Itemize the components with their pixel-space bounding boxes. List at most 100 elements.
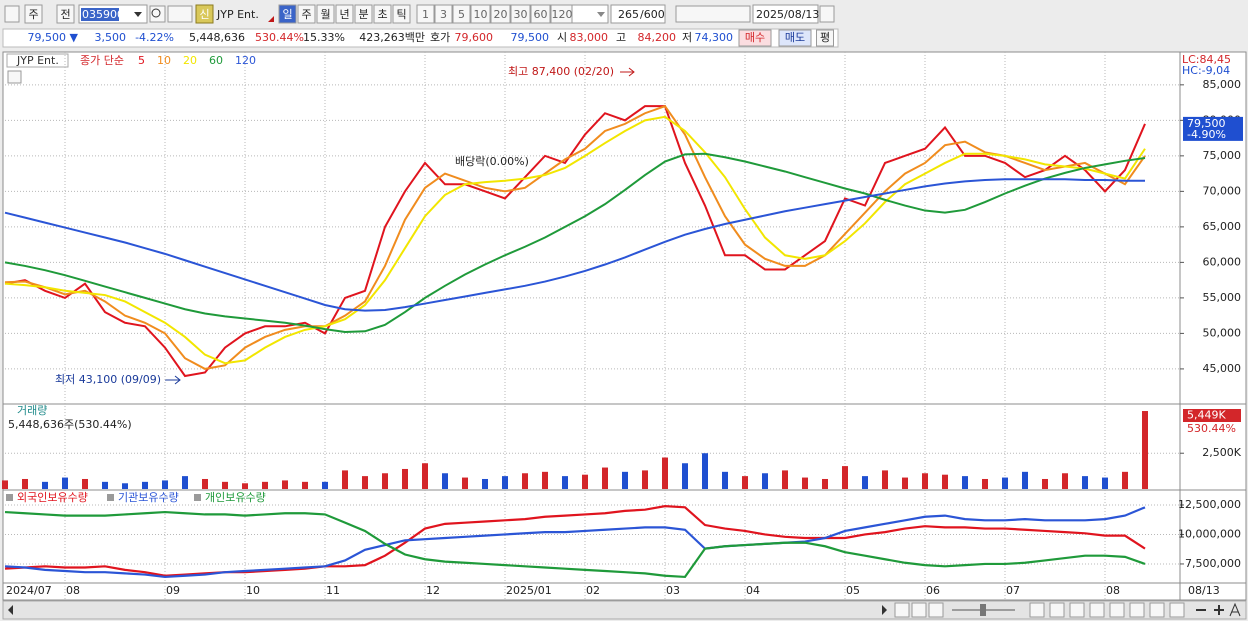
volume-bar bbox=[102, 481, 108, 489]
nav-button[interactable] bbox=[911, 602, 927, 618]
volume-bar bbox=[722, 471, 728, 489]
nav-button[interactable] bbox=[928, 602, 944, 618]
title-box[interactable] bbox=[6, 53, 69, 68]
tool-button[interactable] bbox=[1089, 602, 1105, 618]
badge[interactable] bbox=[195, 4, 214, 24]
period-button[interactable] bbox=[316, 4, 335, 24]
series-line bbox=[4, 105, 1146, 378]
calendar-button[interactable] bbox=[819, 5, 835, 23]
speaker-button[interactable] bbox=[167, 5, 193, 23]
volume-bar bbox=[782, 470, 788, 489]
tool-button[interactable] bbox=[1049, 602, 1065, 618]
tool-button[interactable] bbox=[1129, 602, 1145, 618]
menu-icon[interactable] bbox=[4, 5, 20, 23]
period-button[interactable] bbox=[278, 4, 297, 24]
volume-bar bbox=[942, 474, 948, 489]
font-button[interactable] bbox=[1229, 602, 1241, 617]
tool-button[interactable] bbox=[1109, 602, 1125, 618]
x-tick-label: 05 bbox=[846, 584, 860, 597]
legend-title: 종가 단순 bbox=[80, 54, 124, 67]
minute-button[interactable] bbox=[416, 4, 435, 24]
legend-entry: 외국인보유수량 bbox=[17, 491, 88, 504]
volume-bar bbox=[262, 481, 268, 489]
code-selection bbox=[81, 8, 119, 21]
series-line bbox=[4, 152, 1146, 333]
period-button[interactable] bbox=[297, 4, 316, 24]
legend-entry: 개인보유수량 bbox=[205, 491, 266, 504]
volume-bar bbox=[162, 480, 168, 489]
quote-item: 79,500 ▼ bbox=[28, 31, 79, 44]
tool-button[interactable] bbox=[1069, 602, 1085, 618]
date-input[interactable] bbox=[752, 4, 819, 24]
volume-bar bbox=[742, 476, 748, 489]
period-button[interactable] bbox=[335, 4, 354, 24]
quote-button[interactable] bbox=[778, 29, 812, 47]
period-label: 틱 bbox=[396, 8, 406, 21]
quote-item: 평 bbox=[820, 31, 830, 44]
interval-dropdown[interactable] bbox=[597, 12, 605, 17]
count-max: /600 bbox=[640, 8, 665, 21]
annotation-arrow bbox=[165, 375, 181, 385]
x-tick-label: 11 bbox=[326, 584, 340, 597]
quote-item: 5,448,636 bbox=[189, 31, 245, 44]
code-dropdown[interactable] bbox=[134, 12, 142, 17]
quote-button[interactable] bbox=[738, 29, 772, 47]
zoom-thumb[interactable] bbox=[980, 604, 986, 616]
period-button[interactable] bbox=[354, 4, 373, 24]
minute-button[interactable] bbox=[490, 4, 511, 24]
volume-bar bbox=[442, 473, 448, 489]
period-button[interactable] bbox=[373, 4, 392, 24]
volume-change: 530.44% bbox=[1187, 422, 1236, 435]
scroll-right[interactable] bbox=[882, 605, 887, 615]
code-kind[interactable] bbox=[56, 4, 75, 24]
tool-icons[interactable] bbox=[675, 5, 751, 23]
x-tick-label: 2025/01 bbox=[506, 584, 552, 597]
minute-button[interactable] bbox=[452, 4, 471, 24]
volume-bar bbox=[462, 477, 468, 489]
name-marker bbox=[268, 16, 274, 22]
minute-label: 5 bbox=[458, 8, 465, 21]
scroll-left[interactable] bbox=[8, 605, 13, 615]
series-line bbox=[4, 505, 1146, 577]
volume-subtitle: 5,448,636주(530.44%) bbox=[8, 418, 132, 431]
volume-bar bbox=[222, 481, 228, 489]
tool-button[interactable] bbox=[1169, 602, 1185, 618]
grid-icon[interactable] bbox=[7, 70, 22, 84]
nav-button[interactable] bbox=[894, 602, 910, 618]
interval-input[interactable] bbox=[571, 4, 609, 24]
count-input[interactable] bbox=[610, 4, 666, 24]
minute-button[interactable] bbox=[434, 4, 453, 24]
volume-bar bbox=[242, 483, 248, 489]
tool-button[interactable] bbox=[1029, 602, 1045, 618]
volume-bar bbox=[1022, 471, 1028, 489]
x-tick-label: 08 bbox=[66, 584, 80, 597]
annotation-arrow bbox=[620, 67, 635, 77]
volume-bar bbox=[662, 457, 668, 489]
minute-button[interactable] bbox=[470, 4, 491, 24]
minute-button[interactable] bbox=[530, 4, 551, 24]
volume-bar bbox=[42, 481, 48, 489]
y-tick-label: 12,500,000 bbox=[1178, 498, 1241, 511]
tool-button[interactable] bbox=[1149, 602, 1165, 618]
volume-bar bbox=[282, 480, 288, 489]
quote-item: 시 bbox=[557, 31, 567, 44]
volume-label-box bbox=[1183, 409, 1241, 422]
code-kind[interactable] bbox=[24, 4, 43, 24]
quote-item: 84,200 bbox=[638, 31, 677, 44]
hc-label: HC:-9,04 bbox=[1182, 64, 1230, 77]
quote-button[interactable] bbox=[816, 29, 834, 47]
quote-bar bbox=[2, 28, 839, 48]
volume-bar bbox=[2, 480, 8, 489]
volume-bar bbox=[82, 478, 88, 489]
quote-item: 호가 bbox=[430, 31, 450, 44]
legend-entry: 10 bbox=[157, 54, 171, 67]
volume-bar bbox=[1142, 411, 1148, 489]
volume-bar bbox=[1002, 477, 1008, 489]
volume-bar bbox=[562, 476, 568, 489]
zoom-buttons[interactable] bbox=[1196, 605, 1224, 615]
minute-button[interactable] bbox=[510, 4, 531, 24]
volume-bar bbox=[382, 473, 388, 489]
chart-frame bbox=[2, 51, 1247, 601]
period-button[interactable] bbox=[392, 4, 411, 24]
